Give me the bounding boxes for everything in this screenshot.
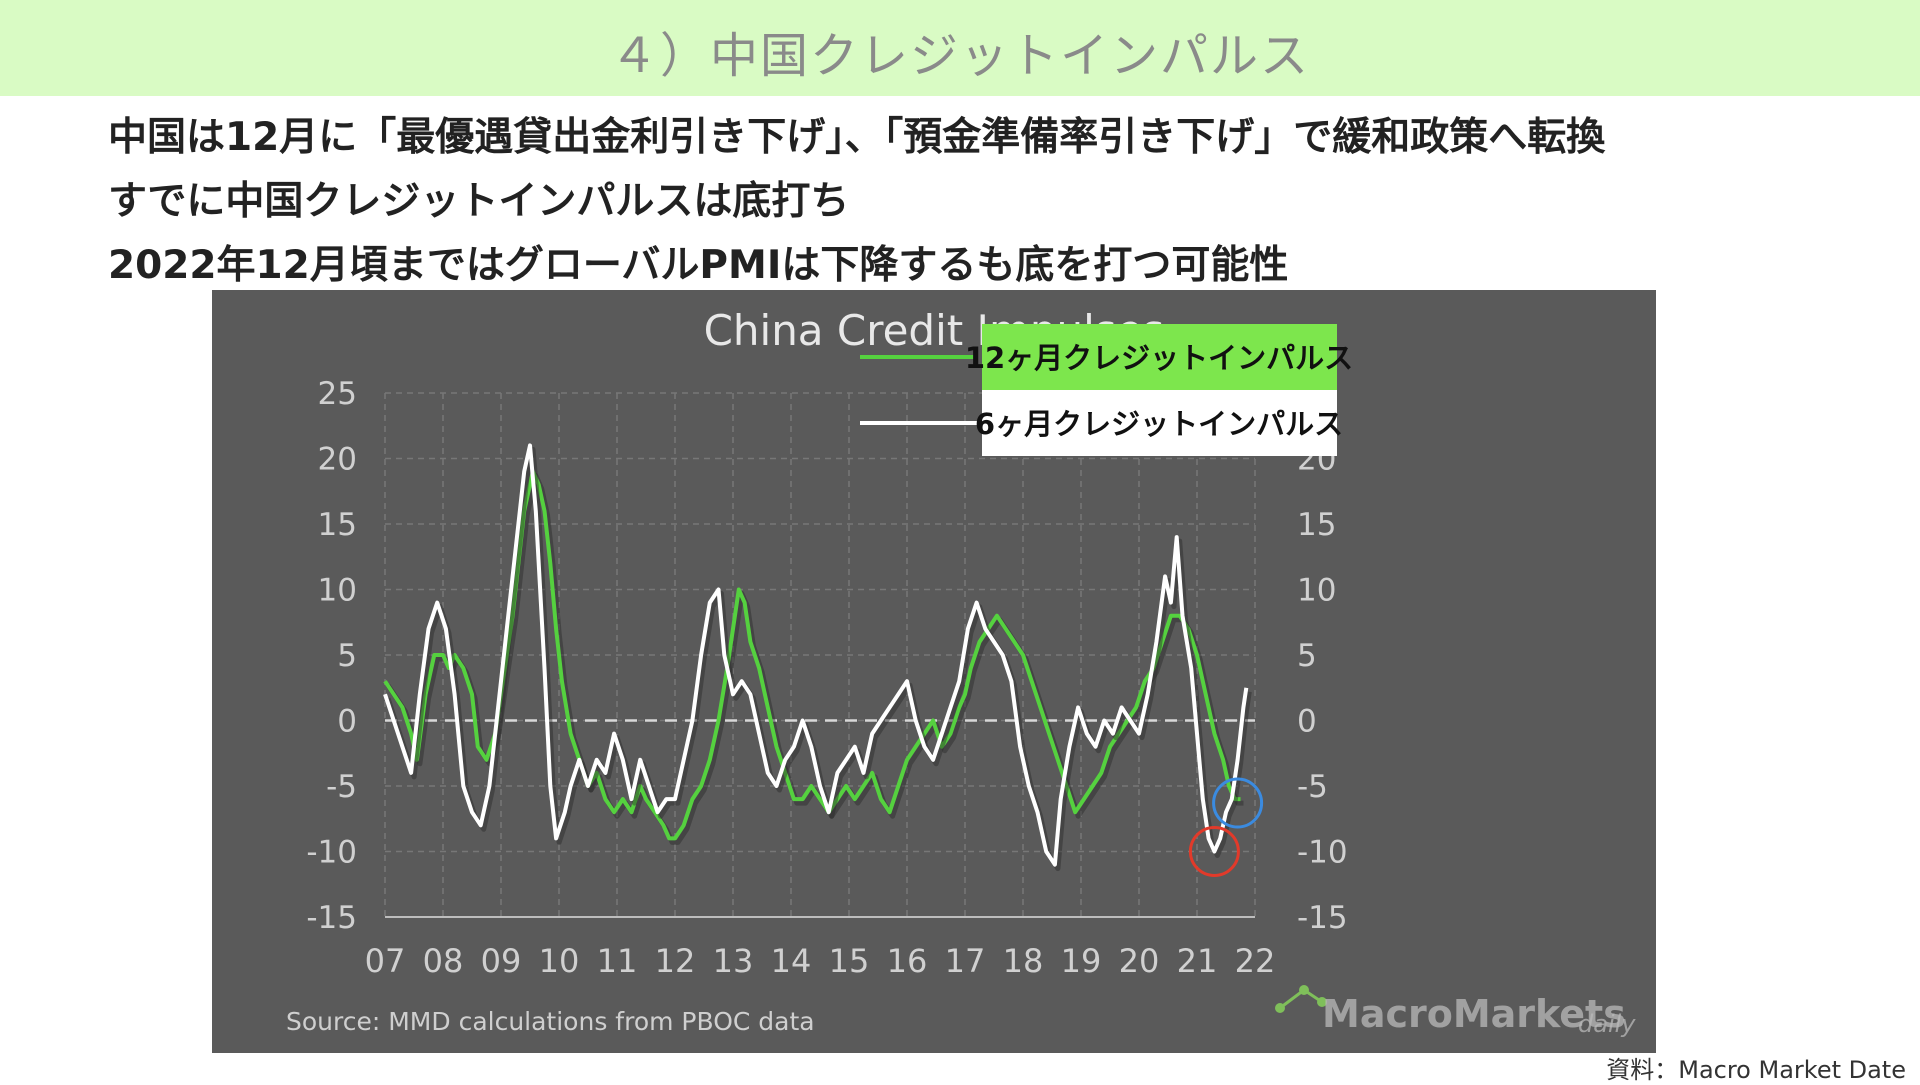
grid-lines xyxy=(384,392,1256,918)
y-tick-label-right: -10 xyxy=(1297,835,1348,871)
x-tick-label: 09 xyxy=(481,942,522,980)
x-tick-label: 13 xyxy=(713,942,754,980)
y-tick-label-right: 15 xyxy=(1297,507,1336,543)
y-tick-label-right: -15 xyxy=(1297,900,1348,936)
y-tick-label-left: 15 xyxy=(318,507,357,543)
x-tick-label: 10 xyxy=(539,942,580,980)
logo-suffix-text: daily xyxy=(1578,1010,1636,1038)
y-tick-label-left: -15 xyxy=(306,900,357,936)
highlight-circle-2 xyxy=(1212,777,1264,829)
legend-label-box-2 xyxy=(982,390,1337,456)
slide-title: ４）中国クレジットインパルス xyxy=(609,28,1310,84)
y-tick-label-right: -5 xyxy=(1297,769,1328,805)
x-tick-label: 08 xyxy=(423,942,464,980)
legend-label-2: 6ヶ月クレジットインパルス xyxy=(975,407,1343,441)
x-tick-label: 18 xyxy=(1003,942,1044,980)
y-tick-label-left: 20 xyxy=(318,442,357,478)
x-tick-label: 19 xyxy=(1061,942,1102,980)
x-tick-label: 07 xyxy=(365,942,406,980)
legend-label-1: 12ヶ月クレジットインパルス xyxy=(965,341,1353,375)
y-tick-label-right: 0 xyxy=(1297,704,1317,740)
x-tick-label: 14 xyxy=(771,942,812,980)
y-tick-label-right: 5 xyxy=(1297,638,1317,674)
credit-impulse-chart: China Credit Impulses2525202015151010550… xyxy=(286,306,1636,1038)
logo-line xyxy=(1279,988,1323,1010)
x-tick-label: 12 xyxy=(655,942,696,980)
y-tick-label-left: -5 xyxy=(326,769,357,805)
x-tick-label: 17 xyxy=(945,942,986,980)
legend: 12ヶ月クレジットインパルス 6ヶ月クレジットインパルス xyxy=(860,324,1353,456)
chart-panel: China Credit Impulses2525202015151010550… xyxy=(212,290,1656,1053)
logo-brand-text: MacroMarkets xyxy=(1322,992,1626,1036)
legend-label-box-1 xyxy=(982,324,1337,390)
bullet-line-1: 中国は12月に「最優遇貸出金利引き下げ」、「預金準備率引き下げ」で緩和政策へ転換 xyxy=(108,115,1606,160)
y-tick-label-right: 10 xyxy=(1297,573,1336,609)
y-tick-label-left: 10 xyxy=(318,573,357,609)
x-tick-label: 11 xyxy=(597,942,638,980)
bullet-line-3: 2022年12月頃まではグローバルPMIは下降するも底を打つ可能性 xyxy=(108,243,1289,288)
series-shadow-2 xyxy=(385,446,1252,872)
x-tick-label: 21 xyxy=(1177,942,1218,980)
title-banner: ４）中国クレジットインパルス xyxy=(0,0,1920,96)
source-caption: 資料：Macro Market Date xyxy=(1606,1056,1906,1084)
x-tick-label: 22 xyxy=(1235,942,1276,980)
series-line-1 xyxy=(383,469,1241,841)
x-tick-label: 16 xyxy=(887,942,928,980)
y-tick-label-left: 0 xyxy=(337,704,357,740)
y-tick-label-left: 5 xyxy=(337,638,357,674)
x-tick-label: 20 xyxy=(1119,942,1160,980)
x-tick-label: 15 xyxy=(829,942,870,980)
bullet-line-2: すでに中国クレジットインパルスは底打ち xyxy=(108,179,850,224)
chart-source-note: Source: MMD calculations from PBOC data xyxy=(286,1007,815,1036)
y-tick-label-left: 25 xyxy=(318,376,357,412)
highlight-circle-1 xyxy=(1188,826,1240,877)
series-line-2 xyxy=(383,443,1249,867)
y-tick-label-left: -10 xyxy=(306,835,357,871)
